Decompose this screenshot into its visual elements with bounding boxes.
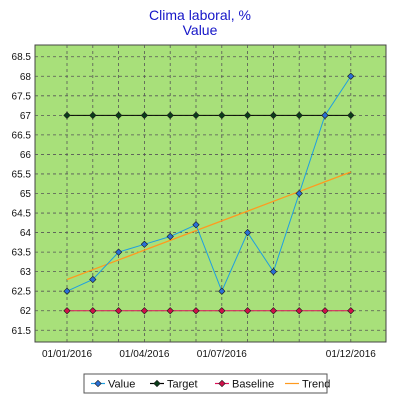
y-tick-label: 64: [20, 228, 32, 239]
value-point: [218, 287, 226, 295]
baseline-point: [114, 307, 123, 315]
y-tick-label: 62.5: [12, 287, 32, 298]
trend-line: [66, 171, 352, 281]
y-tick-label: 61.5: [12, 326, 32, 337]
baseline-point: [321, 307, 329, 315]
value-line: [66, 75, 352, 293]
value-point: [321, 111, 329, 119]
legend-box: [83, 373, 328, 394]
y-tick-label: 63.5: [12, 248, 32, 259]
baseline-point: [269, 307, 278, 315]
value-point: [114, 248, 123, 256]
y-tick-label: 65: [20, 189, 32, 200]
x-tick-label: 01/12/2016: [326, 349, 376, 360]
target-point: [269, 111, 278, 119]
target-point: [295, 111, 303, 119]
baseline-point: [347, 307, 355, 315]
y-tick-label: 68: [20, 72, 32, 83]
legend-trend-label: Trend: [302, 379, 330, 391]
baseline-point: [140, 307, 149, 315]
y-tick-label: 67: [20, 111, 32, 122]
target-point: [347, 111, 355, 119]
x-tick-label: 01/04/2016: [119, 349, 169, 360]
legend-baseline-marker: [218, 379, 226, 388]
target-point: [243, 111, 252, 119]
legend: Value Target Baseline Trend: [83, 373, 330, 394]
value-point: [347, 72, 355, 80]
legend-target-marker: [153, 379, 161, 388]
value-point: [166, 232, 174, 241]
y-tick-label: 66: [20, 150, 32, 161]
value-point: [243, 228, 252, 237]
y-tick-label: 66.5: [12, 130, 32, 141]
legend-value-label: Value: [108, 379, 135, 391]
legend-target-label: Target: [167, 379, 198, 391]
legend-baseline-label: Baseline: [232, 379, 274, 391]
target-point: [63, 111, 71, 119]
value-point: [89, 275, 97, 284]
target-point: [166, 111, 174, 119]
target-point: [89, 111, 97, 119]
baseline-point: [166, 307, 174, 315]
y-tick-label: 62: [20, 306, 32, 317]
chart-subtitle: Value: [183, 22, 218, 38]
baseline-point: [243, 307, 252, 315]
target-point: [114, 111, 123, 119]
value-point: [269, 268, 278, 276]
legend-value-marker: [94, 379, 102, 388]
x-tick-label: 01/07/2016: [197, 349, 247, 360]
value-point: [63, 287, 71, 295]
baseline-point: [295, 307, 303, 315]
y-tick-label: 64.5: [12, 209, 32, 220]
series-layer: [63, 72, 355, 315]
baseline-point: [192, 307, 200, 315]
baseline-point: [89, 307, 97, 315]
y-tick-label: 67.5: [12, 91, 32, 102]
target-point: [218, 111, 226, 119]
y-tick-label: 68.5: [12, 52, 32, 63]
y-tick-label: 63: [20, 267, 32, 278]
baseline-point: [63, 307, 71, 315]
baseline-point: [218, 307, 226, 315]
target-point: [192, 111, 200, 119]
target-point: [140, 111, 149, 119]
value-point: [295, 189, 303, 198]
value-point: [140, 240, 149, 248]
axis-labels: 61.5 62 62.5 63 63.5 64 64.5 65 65.5 66 66.5 67 67.5…: [12, 52, 377, 360]
x-tick-label: 01/01/2016: [42, 349, 92, 360]
chart-title: Clima laboral, %: [149, 7, 251, 23]
y-tick-label: 65.5: [12, 169, 32, 180]
value-point: [192, 221, 200, 229]
